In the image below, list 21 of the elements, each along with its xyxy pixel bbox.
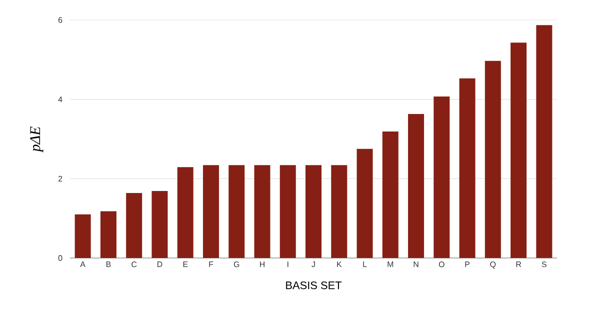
bar (510, 42, 527, 258)
bar (126, 192, 142, 258)
bar (228, 165, 245, 258)
bar (254, 165, 270, 258)
bar (331, 165, 348, 258)
bar (484, 60, 501, 258)
bar (356, 148, 373, 258)
bar (202, 165, 219, 258)
bar (280, 165, 296, 258)
bar (536, 25, 552, 258)
bar (408, 114, 424, 258)
bar (459, 78, 476, 258)
bar (177, 167, 194, 258)
bar (382, 131, 398, 258)
bar (100, 211, 116, 258)
bar (434, 96, 450, 258)
bar (152, 190, 168, 258)
x-axis-title: BASIS SET (286, 281, 342, 290)
bar (306, 165, 322, 258)
bar (74, 214, 91, 258)
y-axis-title: pΔE (30, 126, 44, 153)
